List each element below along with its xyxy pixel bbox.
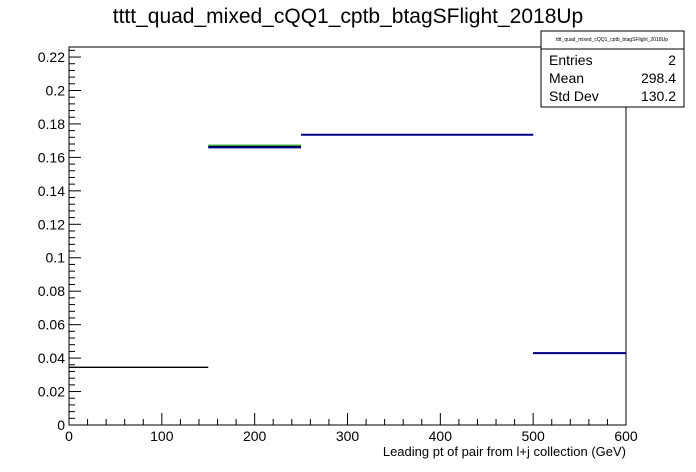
- x-tick-label: 500: [521, 428, 545, 444]
- chart-title: tttt_quad_mixed_cQQ1_cptb_btagSFlight_20…: [113, 5, 583, 28]
- y-tick-label: 0.14: [38, 183, 65, 199]
- y-tick-label: 0.04: [38, 350, 65, 366]
- y-tick-label: 0.12: [38, 216, 65, 232]
- stats-entries-value: 2: [668, 52, 676, 68]
- y-axis: 0 0.02 0.04 0.06 0.08 0.1 0.12 0.14 0.16 0.18 0.2 0…: [38, 49, 81, 433]
- y-tick-label: 0.18: [38, 116, 65, 132]
- y-tick-label: 0.22: [38, 49, 65, 65]
- stats-mean-value: 298.4: [641, 70, 676, 86]
- stats-box-title: tttt_quad_mixed_cQQ1_cptb_btagSFlight_20…: [556, 37, 668, 43]
- x-axis-label: Leading pt of pair from l+j collection (…: [383, 444, 626, 459]
- x-tick-label: 300: [336, 428, 360, 444]
- x-tick-label: 400: [429, 428, 453, 444]
- y-tick-label: 0: [57, 417, 65, 433]
- x-tick-label: 600: [614, 428, 638, 444]
- y-tick-label: 0.2: [46, 82, 66, 98]
- stats-box-frame: [540, 30, 685, 108]
- y-tick-label: 0.02: [38, 384, 65, 400]
- stats-entries-label: Entries: [549, 52, 593, 68]
- stats-stddev-value: 130.2: [641, 88, 676, 104]
- x-tick-label: 0: [65, 428, 73, 444]
- histogram-series: [69, 133, 626, 368]
- x-tick-label: 100: [150, 428, 174, 444]
- x-axis: 0 100 200 300 400 500 600: [65, 413, 638, 444]
- x-tick-label: 200: [243, 428, 267, 444]
- y-tick-label: 0.1: [46, 250, 66, 266]
- stats-mean-label: Mean: [549, 70, 584, 86]
- stats-box: tttt_quad_mixed_cQQ1_cptb_btagSFlight_20…: [540, 30, 685, 108]
- y-tick-label: 0.16: [38, 149, 65, 165]
- y-tick-label: 0.06: [38, 317, 65, 333]
- stats-stddev-label: Std Dev: [549, 88, 599, 104]
- y-tick-label: 0.08: [38, 283, 65, 299]
